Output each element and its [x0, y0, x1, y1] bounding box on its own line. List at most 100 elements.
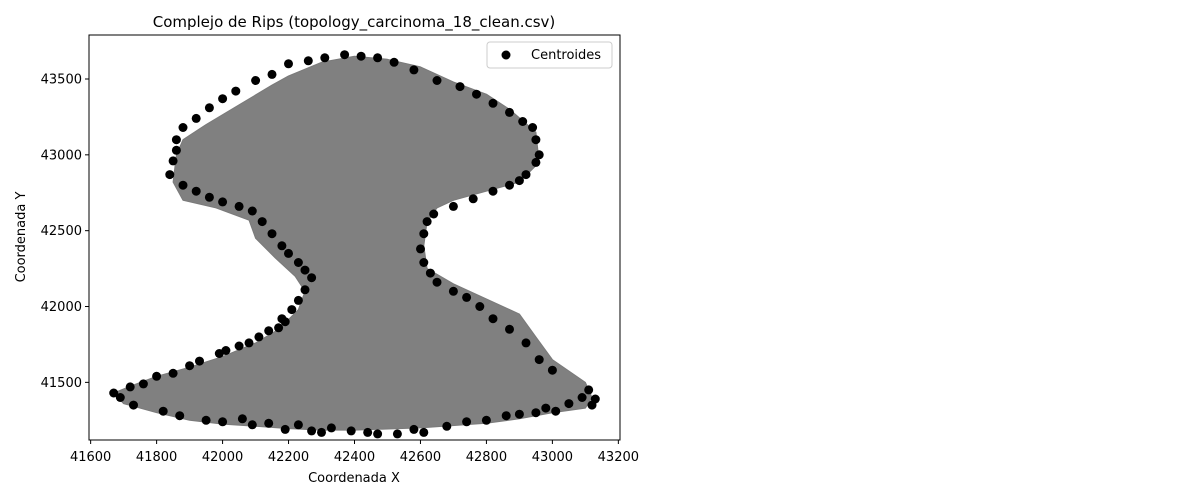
centroid-point: [462, 417, 472, 427]
y-tick-label: 43000: [41, 148, 82, 163]
centroid-point: [175, 411, 185, 421]
centroid-point: [488, 314, 498, 324]
centroid-point: [221, 346, 231, 355]
x-tick-label: 43000: [532, 450, 573, 465]
centroid-point: [251, 76, 261, 85]
centroid-point: [455, 82, 465, 92]
centroid-point: [237, 414, 247, 424]
centroid-point: [152, 371, 162, 381]
centroid-point: [587, 400, 597, 410]
centroid-point: [168, 156, 178, 166]
centroid-point: [307, 273, 317, 283]
centroid-point: [204, 103, 214, 113]
centroid-point: [287, 305, 297, 315]
centroid-point: [488, 186, 498, 196]
centroid-point: [577, 393, 587, 402]
centroid-point: [231, 86, 241, 96]
centroid-point: [409, 424, 419, 434]
centroid-point: [254, 332, 264, 342]
centroid-point: [505, 180, 514, 190]
centroid-point: [531, 408, 541, 418]
centroid-point: [432, 76, 442, 85]
y-axis-title: Coordenada Y: [14, 192, 29, 283]
centroid-point: [521, 338, 531, 348]
centroid-point: [307, 426, 317, 436]
centroid-points: [109, 50, 600, 439]
x-tick-label: 42600: [400, 450, 441, 465]
centroid-point: [138, 379, 148, 389]
centroid-point: [293, 258, 303, 267]
centroid-point: [389, 57, 399, 67]
centroid-point: [481, 415, 491, 425]
x-tick-label: 42000: [202, 450, 243, 465]
centroid-point: [109, 388, 119, 398]
x-axis-title: Coordenada X: [308, 471, 400, 486]
centroid-point: [171, 145, 181, 155]
centroid-point: [284, 248, 293, 258]
centroid-point: [521, 170, 531, 180]
centroid-point: [419, 427, 429, 437]
centroid-point: [129, 400, 138, 410]
centroid-point: [178, 180, 188, 190]
centroid-point: [257, 217, 267, 227]
y-tick-label: 43500: [41, 72, 82, 87]
centroid-point: [300, 265, 310, 275]
centroid-point: [115, 393, 125, 402]
centroid-point: [244, 338, 254, 348]
centroid-point: [356, 51, 366, 61]
centroid-point: [541, 403, 551, 413]
centroid-point: [326, 423, 336, 433]
centroid-point: [534, 150, 544, 160]
x-tick-label: 42400: [334, 450, 375, 465]
legend-label-centroides: Centroides: [531, 48, 601, 63]
centroid-point: [234, 341, 244, 351]
centroid-point: [468, 194, 478, 204]
centroid-point: [293, 420, 303, 430]
centroid-point: [280, 424, 290, 434]
centroid-point: [218, 417, 228, 427]
x-tick-label: 41800: [136, 450, 177, 465]
centroid-point: [320, 53, 330, 63]
centroid-point: [300, 285, 310, 295]
y-tick-label: 42000: [41, 300, 82, 315]
centroid-point: [178, 123, 188, 132]
centroid-point: [514, 409, 524, 419]
centroid-point: [531, 157, 541, 167]
centroid-point: [218, 94, 228, 104]
centroid-point: [505, 107, 514, 117]
centroid-point: [277, 241, 287, 251]
centroid-point: [340, 50, 350, 60]
centroid-point: [185, 361, 195, 371]
legend-box: [486, 41, 613, 69]
centroid-point: [409, 65, 419, 75]
rips-complex: [113, 55, 593, 431]
y-tick-label: 42500: [41, 224, 82, 239]
centroid-point: [472, 89, 481, 99]
centroid-point: [564, 399, 574, 409]
centroid-point: [425, 268, 435, 278]
centroid-point: [267, 69, 277, 79]
centroid-point: [293, 295, 303, 305]
centroid-point: [247, 420, 257, 430]
centroid-point: [422, 217, 432, 227]
centroid-point: [528, 123, 538, 132]
centroid-point: [419, 229, 429, 239]
centroid-point: [168, 368, 178, 378]
centroid-point: [264, 418, 274, 428]
centroid-point: [373, 53, 383, 63]
x-tick-label: 41600: [70, 450, 111, 465]
centroid-point: [547, 365, 557, 375]
centroid-point: [448, 286, 458, 296]
centroid-point: [392, 429, 402, 439]
centroid-point: [373, 429, 383, 439]
x-tick-label: 43200: [598, 450, 639, 465]
centroid-point: [584, 385, 594, 395]
centroid-point: [475, 302, 485, 311]
centroid-point: [501, 411, 511, 421]
centroid-point: [317, 427, 326, 437]
x-tick-label: 42200: [268, 450, 309, 465]
centroid-point: [429, 209, 439, 219]
centroid-point: [158, 406, 168, 416]
centroid-point: [171, 135, 181, 145]
centroid-point: [346, 426, 356, 436]
